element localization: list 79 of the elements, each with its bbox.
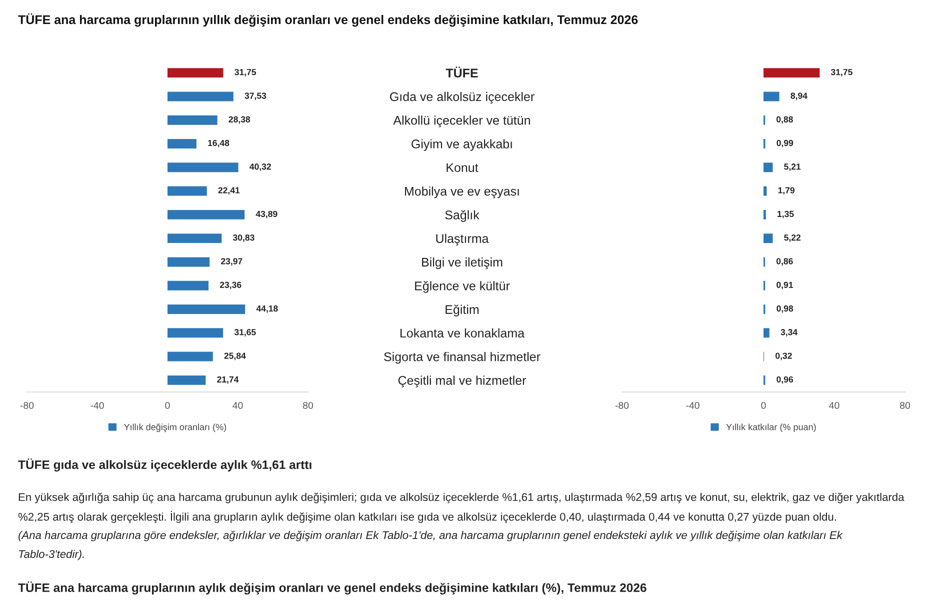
y-tick-label: Ulaştırma: [436, 234, 489, 246]
bar: [764, 328, 770, 338]
data-label: 3,34: [780, 329, 798, 337]
y-tick-label: Sigorta ve finansal hizmetler: [384, 352, 540, 364]
data-label: 0,91: [776, 282, 794, 290]
data-label: 37,53: [244, 92, 266, 100]
data-label: 5,21: [784, 164, 801, 172]
data-label: 30,83: [232, 234, 254, 242]
data-label: 0,99: [776, 140, 794, 148]
bar: [168, 92, 234, 102]
data-label: 0,96: [776, 376, 794, 384]
bar: [764, 162, 773, 172]
bar: [764, 234, 773, 244]
bar: [168, 115, 218, 125]
text: TÜFE gıda ve alkolsüz içeceklerde aylık %1,61 arttı: [18, 458, 312, 472]
bar: [168, 234, 222, 244]
x-tick-label: 0: [165, 402, 170, 409]
bar: [168, 186, 207, 196]
bar: [168, 210, 245, 220]
data-label: 0,98: [776, 305, 794, 313]
y-tick-label: Mobilya ve ev eşyası: [405, 186, 519, 198]
bar: [764, 92, 780, 102]
x-tick-label: 80: [303, 402, 314, 409]
y-tick-label: Giyim ve ayakkabı: [412, 139, 512, 151]
legend-label: Yıllık değişim oranları (%): [124, 424, 226, 432]
bar: [168, 375, 206, 385]
bar: [764, 68, 820, 78]
data-label: 5,22: [784, 234, 801, 242]
data-label: 8,94: [790, 92, 808, 100]
data-label: 23,36: [220, 282, 242, 290]
y-tick-label: TÜFE: [446, 66, 478, 78]
x-tick-label: 80: [900, 402, 910, 409]
data-label: 23,97: [221, 258, 242, 266]
y-tick-label: Bilgi ve iletişim: [422, 257, 502, 270]
y-tick-label: Eğlence ve kültür: [415, 281, 510, 293]
bar: [764, 186, 767, 196]
bar: [168, 304, 246, 314]
y-tick-label: Lokanta ve konaklama: [400, 328, 525, 338]
data-label: 31,65: [234, 329, 256, 337]
bar: [168, 328, 224, 338]
data-label: 0,88: [776, 116, 793, 124]
data-label: 0,32: [776, 352, 792, 360]
bar: [168, 162, 238, 172]
data-label: 0,86: [776, 258, 793, 266]
bar: [168, 68, 224, 78]
y-tick-label: Eğitim: [446, 304, 479, 316]
bar: [168, 257, 210, 267]
text: En yüksek ağırlığa sahip üç ana harcama grubunun aylık değişimleri; gıda ve alkolsüz içeceklerde %1,61 artış, ulaştırmada %2,59 artış ve konut, su, elektrik, gaz ve diğer yakıtlarda %2,25 artış olarak gerçekleşti. İlgili ana grupların aylık değişime olan katkıları ise gıda ve alkolsüz içeceklerde 0,40, ulaştırmada 0,44 ve konutta 0,27 yüzde puan oldu.: [18, 492, 904, 523]
data-label: 1,79: [778, 187, 794, 195]
data-label: 28,38: [228, 116, 250, 124]
chart-title: TÜFE ana harcama gruplarının yıllık değişim oranları ve genel endeks değişimine katkıları, Temmuz 2026: [18, 13, 638, 27]
data-label: 21,74: [217, 376, 239, 384]
data-label: 44,18: [256, 305, 278, 313]
legend-label: Yıllık katkılar (% puan): [726, 424, 816, 432]
bar: [168, 352, 213, 362]
data-label: 43,89: [256, 210, 278, 218]
data-label: 40,32: [250, 164, 271, 172]
x-tick-label: 0: [761, 402, 766, 409]
bar: [168, 280, 209, 290]
text: (Ana harcama gruplarına göre endeksler, ağırlıklar ve değişim oranları Ek Tablo-1'de, ana harcama gruplarının genel endeksteki aylık ve yıllık değişime olan katkıları Ek Tablo-3'tedir).: [18, 530, 843, 560]
data-label: 25,84: [224, 352, 246, 360]
y-tick-label: Sağlık: [445, 210, 480, 222]
data-label: 1,35: [778, 210, 794, 218]
data-label: 16,48: [208, 140, 230, 148]
y-tick-label: Gıda ve alkolsüz içecekler: [390, 92, 534, 104]
x-tick-label: 40: [232, 402, 243, 409]
x-tick-label: -80: [20, 402, 34, 409]
bar: [168, 139, 196, 148]
x-tick-label: 40: [829, 402, 840, 409]
y-tick-label: Alkollü içecekler ve tütün: [393, 116, 530, 128]
x-tick-label: -40: [90, 402, 104, 409]
x-tick-label: -40: [686, 402, 700, 409]
x-tick-label: -80: [615, 402, 629, 409]
data-label: 22,41: [218, 187, 240, 195]
data-label: 31,75: [234, 68, 256, 76]
y-tick-label: Çeşitli mal ve hizmetler: [398, 376, 526, 388]
text: TÜFE ana harcama gruplarının aylık değişim oranları ve genel endeks değişimine katkıları (%), Temmuz 2026: [18, 581, 646, 595]
data-label: 31,75: [830, 68, 852, 76]
y-tick-label: Konut: [446, 163, 478, 172]
